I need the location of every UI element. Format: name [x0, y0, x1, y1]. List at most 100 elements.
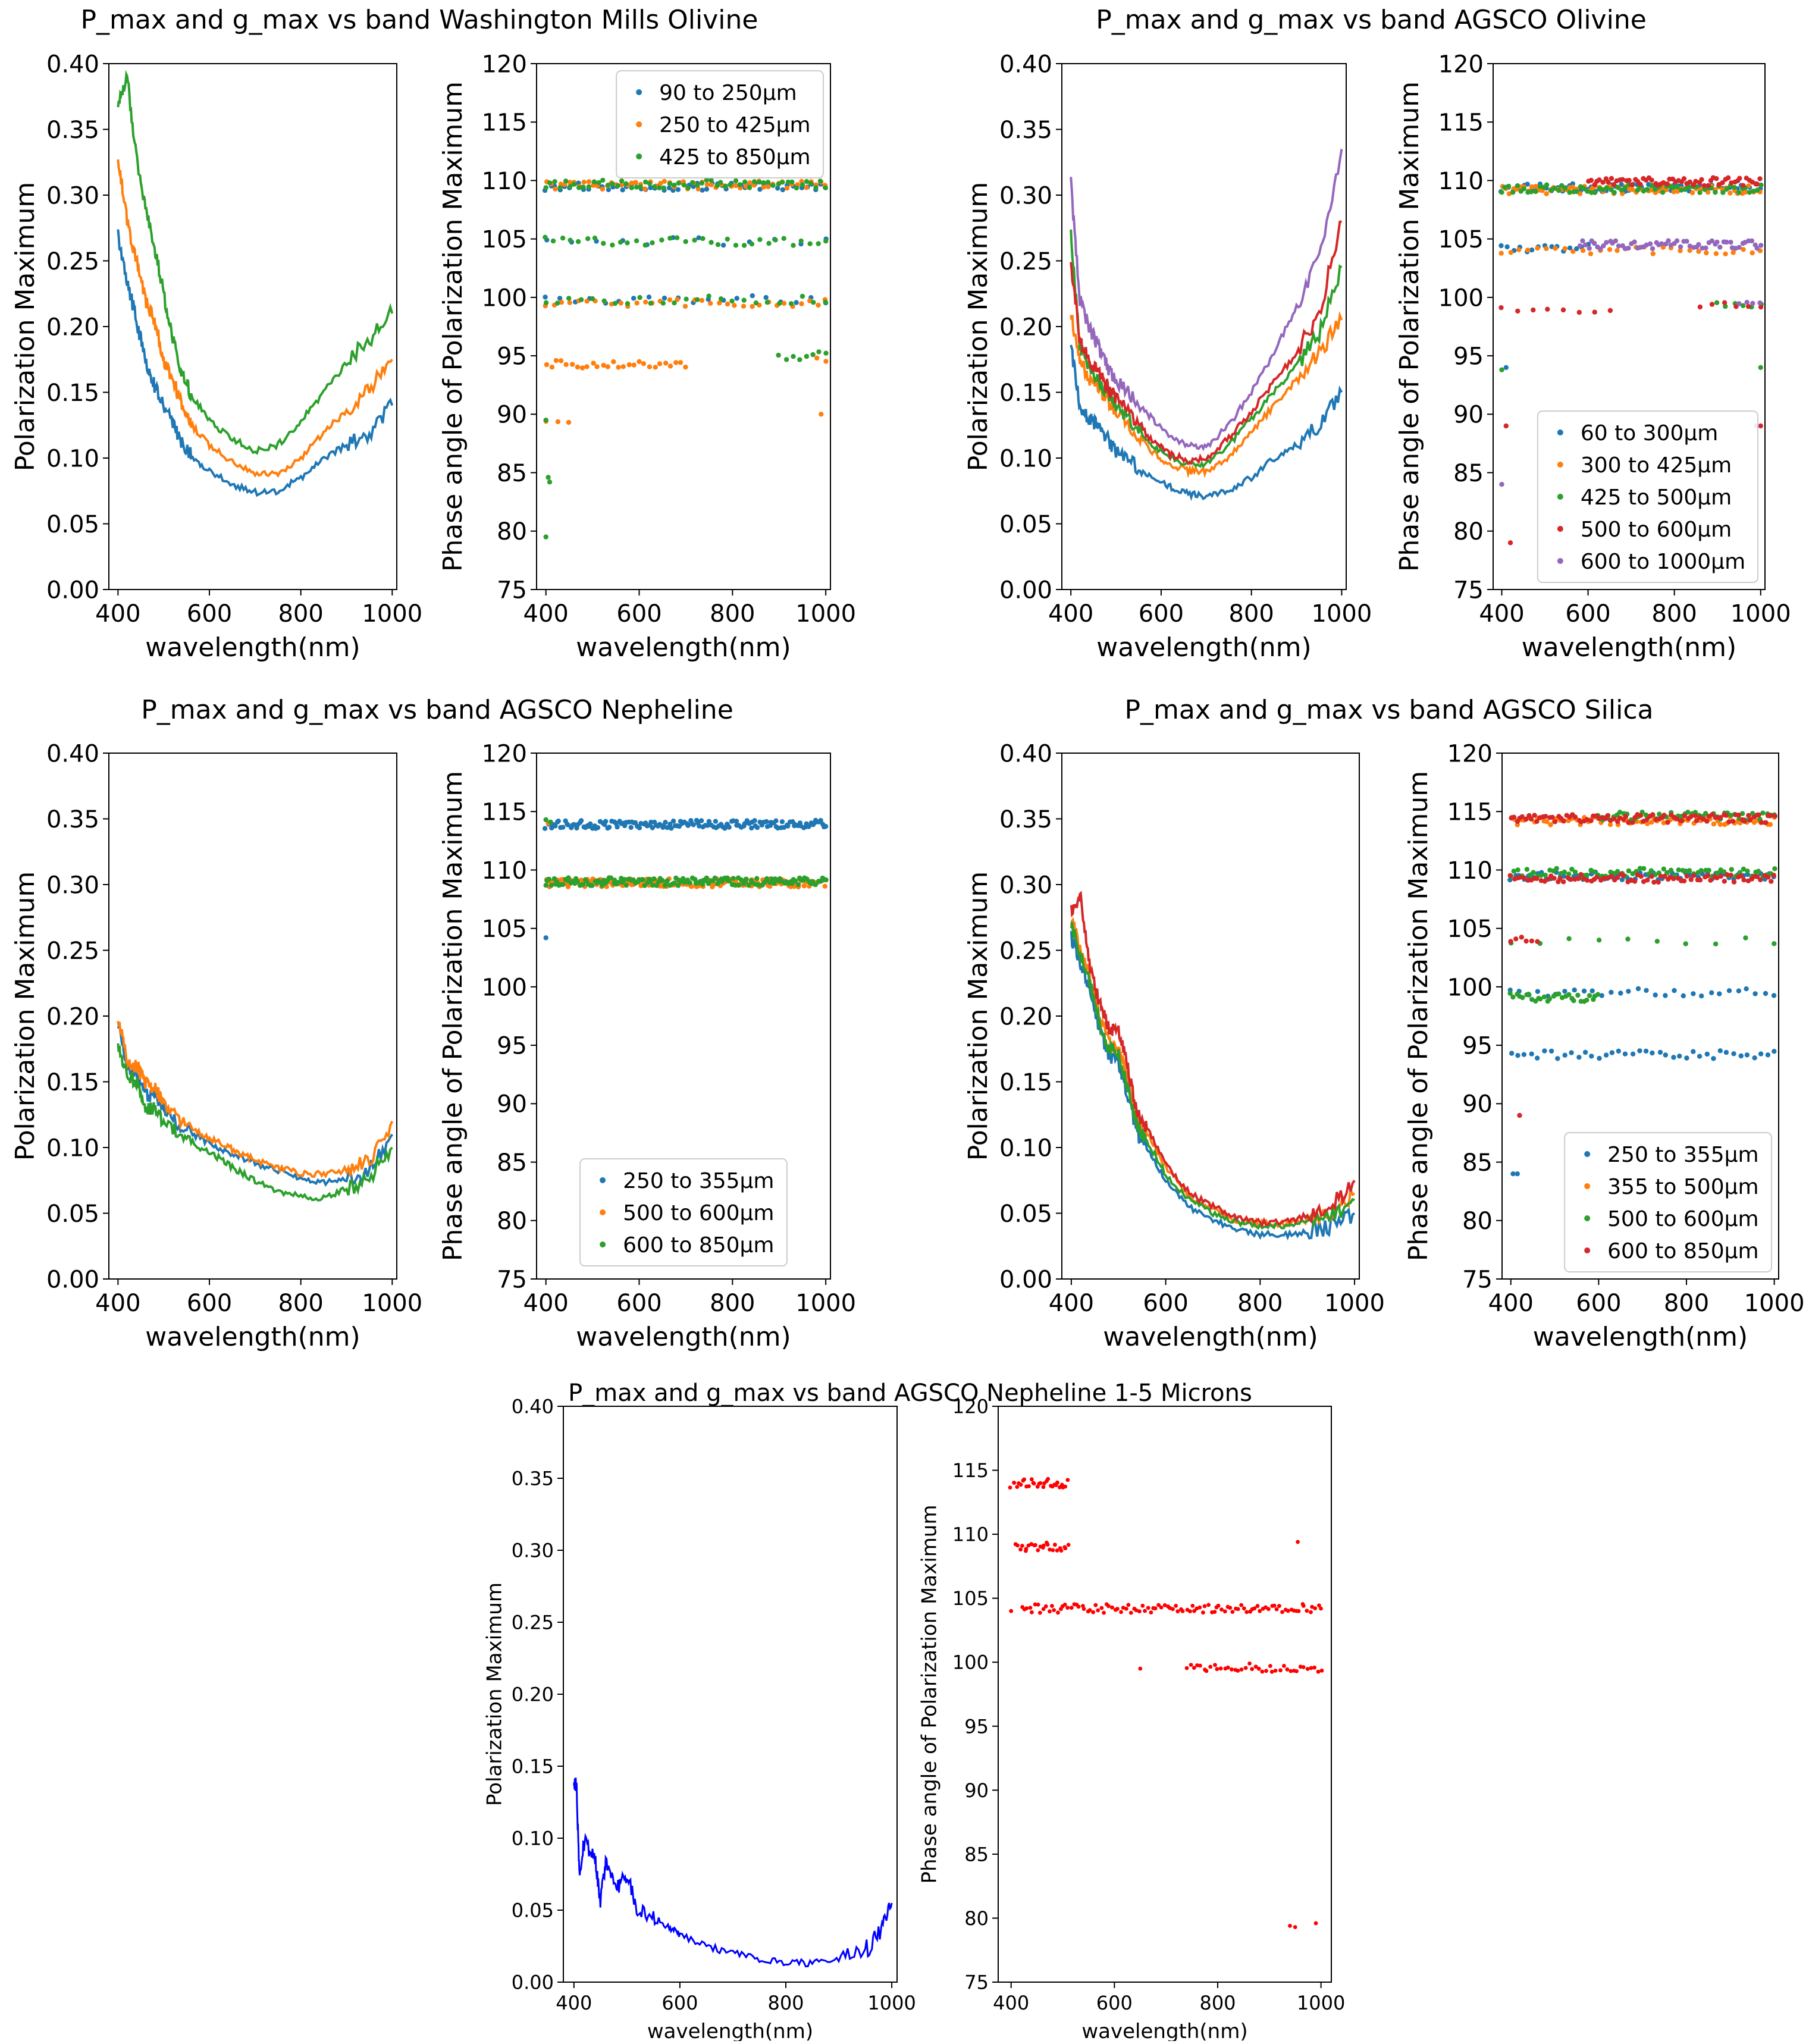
scatter-point — [1588, 177, 1594, 183]
scatter-point — [1699, 177, 1704, 183]
scatter-point — [1671, 189, 1676, 195]
scatter-point — [1507, 540, 1513, 546]
scatter-point — [1650, 246, 1656, 252]
x-axis-label: wavelength(nm) — [1522, 632, 1736, 663]
scatter-point — [1772, 941, 1777, 946]
scatter-point — [1630, 1051, 1636, 1057]
scatter-point — [810, 352, 816, 358]
scatter-point — [1206, 1603, 1211, 1607]
scatter-point — [1525, 181, 1530, 187]
scatter-point — [601, 362, 606, 368]
scatter-point — [781, 300, 787, 306]
scatter-point — [1664, 187, 1669, 193]
scatter-point — [672, 880, 677, 886]
y-tick-label: 110 — [1438, 168, 1484, 195]
scatter-point — [751, 183, 757, 188]
legend-label: 250 to 355μm — [623, 1169, 774, 1193]
scatter-point — [750, 293, 755, 299]
chart-title: P_max and g_max vs band AGSCO Silica — [1124, 695, 1653, 725]
scatter-point — [1313, 1921, 1318, 1926]
scatter-point — [807, 241, 813, 246]
legend-label: 600 to 1000μm — [1581, 550, 1745, 574]
scatter-point — [557, 296, 563, 301]
scatter-point — [648, 300, 654, 306]
scatter-point — [1504, 244, 1510, 250]
scatter-point — [638, 883, 644, 889]
y-tick-label: 0.20 — [46, 314, 99, 341]
scatter-point — [1507, 873, 1513, 879]
scatter-series-5 — [1499, 238, 1764, 487]
scatter-point — [1038, 1481, 1043, 1485]
y-tick-label: 75 — [964, 1971, 989, 1994]
scatter-point — [1662, 873, 1667, 879]
scatter-series-4 — [1498, 175, 1764, 546]
x-tick-label: 1000 — [795, 1290, 856, 1317]
scatter-point — [581, 184, 586, 190]
scatter-point — [1739, 811, 1745, 816]
y-tick-label: 80 — [1462, 1208, 1493, 1235]
scatter-point — [552, 179, 557, 184]
scatter-point — [692, 877, 698, 882]
scatter-point — [1252, 1606, 1257, 1611]
scatter-point — [1027, 1484, 1031, 1488]
scatter-point — [1653, 187, 1658, 192]
scatter-point — [1236, 1607, 1240, 1612]
scatter-point — [1704, 819, 1710, 824]
scatter-point — [1728, 873, 1733, 878]
x-tick-label: 400 — [1479, 600, 1524, 628]
x-tick-label: 1000 — [1297, 1992, 1345, 2014]
scatter-point — [1507, 877, 1513, 883]
scatter-point — [1317, 1603, 1321, 1608]
scatter-point — [1566, 992, 1572, 998]
scatter-point — [1513, 936, 1519, 942]
scatter-point — [1687, 179, 1692, 185]
scatter-point — [1688, 814, 1694, 819]
scatter-point — [737, 182, 743, 187]
y-tick-label: 100 — [482, 974, 527, 1001]
y-tick-label: 110 — [1447, 857, 1493, 885]
scatter-point — [1156, 1603, 1161, 1607]
y-tick-label: 75 — [1462, 1266, 1493, 1293]
scatter-point — [1769, 879, 1774, 884]
x-tick-label: 400 — [523, 1290, 569, 1317]
scatter-point — [1741, 877, 1747, 883]
scatter-point — [1705, 183, 1711, 189]
scatter-point — [1592, 190, 1598, 195]
scatter-point — [642, 186, 648, 192]
scatter-point — [1603, 1052, 1609, 1058]
scatter-point — [1609, 989, 1614, 995]
legend: 250 to 355μm 500 to 600μm 600 to 850μm — [579, 1158, 788, 1266]
y-axis-label: Polarization Maximum — [483, 1582, 507, 1806]
scatter-point — [817, 178, 823, 184]
scatter-point — [654, 883, 659, 888]
scatter-point — [1720, 190, 1726, 195]
scatter-point — [1280, 1610, 1284, 1614]
scatter-panel: 400 600 800 1000 75 80 85 90 95 100 105 110 115 120 wa… — [438, 740, 856, 1352]
legend: 60 to 300μm 300 to 425μm 425 to 500μm 500 t… — [1537, 410, 1759, 583]
scatter-point — [1162, 1603, 1167, 1607]
x-tick-label: 600 — [1565, 600, 1610, 628]
y-tick-label: 0.05 — [46, 511, 99, 538]
scatter-point — [1286, 1609, 1290, 1613]
series-line-1 — [117, 1023, 393, 1187]
scatter-point — [1138, 1666, 1143, 1671]
scatter-point — [785, 823, 791, 829]
scatter-point — [625, 240, 630, 246]
scatter-point — [1520, 995, 1525, 1001]
y-tick-label: 0.10 — [999, 445, 1052, 472]
scatter-point — [725, 236, 731, 242]
scatter-point — [1525, 247, 1531, 253]
x-tick-label: 1000 — [1730, 600, 1791, 628]
scatter-point — [1551, 876, 1557, 881]
scatter-point — [1708, 877, 1713, 883]
scatter-point — [1607, 308, 1613, 314]
scatter-series-3 — [543, 817, 829, 888]
scatter-point — [795, 882, 801, 888]
scatter-point — [1506, 183, 1512, 189]
y-tick-label: 105 — [952, 1587, 989, 1610]
scatter-point — [608, 875, 614, 880]
scatter-point — [794, 300, 799, 305]
scatter-point — [1618, 990, 1623, 996]
scatter-point — [1766, 874, 1771, 880]
plot-frame — [1493, 63, 1766, 590]
